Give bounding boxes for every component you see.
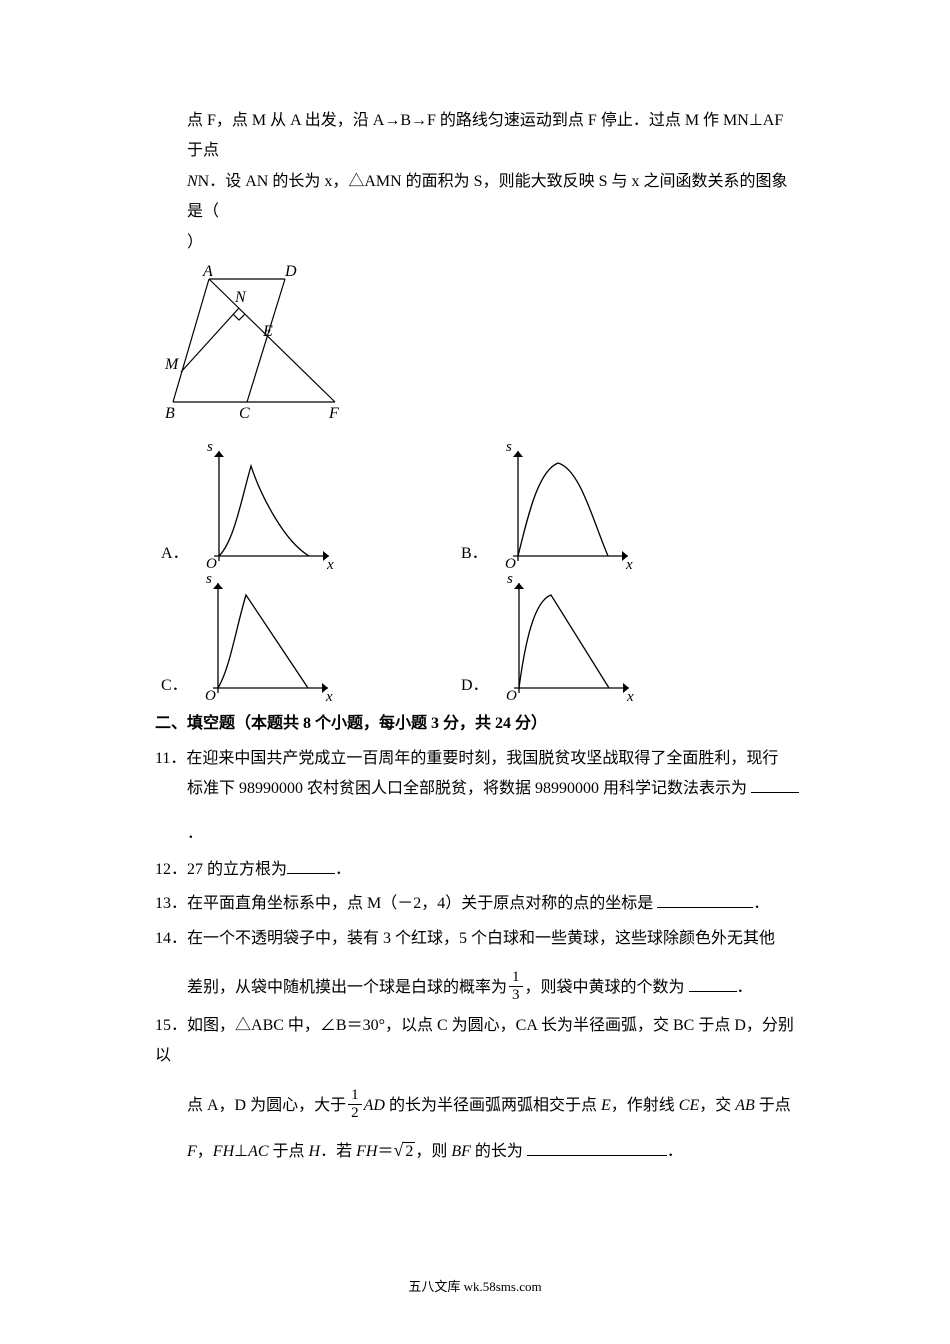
svg-text:C: C <box>239 405 250 422</box>
svg-text:A: A <box>202 264 213 280</box>
q14-frac-den: 3 <box>509 987 523 1003</box>
svg-text:s: s <box>507 573 513 587</box>
q14-line2-post: ． <box>737 979 753 996</box>
q13-number: 13． <box>155 895 187 912</box>
q15-line3-mid: ，则 BF 的长为 <box>415 1143 527 1160</box>
option-a-label: A． <box>155 539 189 571</box>
option-c-graph: s x O <box>188 573 338 703</box>
svg-text:N: N <box>234 289 247 306</box>
svg-text:O: O <box>505 556 516 571</box>
option-c-label: C． <box>155 671 188 703</box>
q12-blank <box>287 857 335 874</box>
q14-line2: 差别，从袋中随机摸出一个球是白球的概率为13，则袋中黄球的个数为 ． <box>155 972 800 1005</box>
q14-line1-text: 在一个不透明袋子中，装有 3 个红球，5 个白球和一些黄球，这些球除颜色外无其他 <box>187 930 775 947</box>
svg-text:s: s <box>506 441 512 455</box>
q14-line1: 14．在一个不透明袋子中，装有 3 个红球，5 个白球和一些黄球，这些球除颜色外… <box>155 924 800 954</box>
svg-text:O: O <box>205 688 216 703</box>
q11-line2-pre: 标准下 98990000 农村贫困人口全部脱贫，将数据 98990000 用科学… <box>187 780 751 797</box>
svg-text:O: O <box>206 556 217 571</box>
q11-line1: 在迎来中国共产党成立一百周年的重要时刻，我国脱贫攻坚战取得了全面胜利，现行 <box>186 750 778 767</box>
q14-number: 14． <box>155 930 187 947</box>
q15-line1: 15．如图，△ABC 中，∠B＝30°，以点 C 为圆心，CA 长为半径画弧，交… <box>155 1011 800 1072</box>
q10-options-row-1: A． s x O B． <box>155 441 800 571</box>
q15-line2-pre: 点 A，D 为圆心，大于 <box>187 1097 346 1114</box>
option-d-graph: s x O <box>489 573 639 703</box>
svg-text:x: x <box>326 557 334 571</box>
q12-post: ． <box>335 861 351 878</box>
q12: 12．27 的立方根为 ． <box>155 855 800 885</box>
q15-sqrt: √2 <box>393 1133 415 1167</box>
q15-frac-num: 1 <box>348 1088 362 1105</box>
q11-blank <box>751 776 799 793</box>
q13-pre: 在平面直角坐标系中，点 M（－2，4）关于原点对称的点的坐标是 <box>187 895 657 912</box>
q10-line2: NN．设 AN 的长为 x，△AMN 的面积为 S，则能大致反映 S 与 x 之… <box>155 167 800 228</box>
q11-line3: ． <box>155 819 800 849</box>
option-d-label: D． <box>455 671 489 703</box>
q11-line2: 标准下 98990000 农村贫困人口全部脱贫，将数据 98990000 用科学… <box>155 774 800 804</box>
svg-text:s: s <box>206 573 212 587</box>
svg-text:O: O <box>506 688 517 703</box>
footer: 五八文库 wk.58sms.com <box>0 1275 950 1300</box>
q13: 13．在平面直角坐标系中，点 M（－2，4）关于原点对称的点的坐标是 ． <box>155 889 800 919</box>
q15-fraction: 12 <box>348 1088 362 1121</box>
q15-frac-den: 2 <box>348 1105 362 1121</box>
q11-number: 11． <box>155 750 186 767</box>
q12-pre: 27 的立方根为 <box>187 861 287 878</box>
option-a-graph: s x O <box>189 441 339 571</box>
svg-text:D: D <box>284 264 297 280</box>
svg-text:M: M <box>164 356 180 373</box>
q13-post: ． <box>753 895 769 912</box>
q15-number: 15． <box>155 1017 187 1034</box>
svg-text:E: E <box>262 323 273 340</box>
svg-text:x: x <box>325 689 333 703</box>
q10-options-row-2: C． s x O D． <box>155 573 800 703</box>
q14-frac-num: 1 <box>509 970 523 987</box>
section2-heading: 二、填空题（本题共 8 个小题，每小题 3 分，共 24 分） <box>155 709 800 739</box>
q14-fraction: 13 <box>509 970 523 1003</box>
svg-text:x: x <box>625 557 633 571</box>
q14-blank <box>689 975 737 992</box>
svg-text:x: x <box>626 689 634 703</box>
q15-line3-post: ． <box>667 1143 683 1160</box>
q13-blank <box>657 891 753 908</box>
q15-line3: F，FH⊥AC 于点 H．若 FH＝√2，则 BF 的长为 ． <box>155 1133 800 1167</box>
q10-geometry-diagram: A D M N E B C F <box>155 264 800 435</box>
page: 点 F，点 M 从 A 出发，沿 A→B→F 的路线匀速运动到点 F 停止．过点… <box>0 0 950 1344</box>
q15-blank <box>527 1139 667 1156</box>
q15-line1-text: 如图，△ABC 中，∠B＝30°，以点 C 为圆心，CA 长为半径画弧，交 BC… <box>155 1017 794 1064</box>
q12-number: 12． <box>155 861 187 878</box>
q15-line2-post: 的长为半径画弧两弧相交于点 E，作射线 CE，交 AB 于点 <box>385 1097 791 1114</box>
q15-line2: 点 A，D 为圆心，大于12AD 的长为半径画弧两弧相交于点 E，作射线 CE，… <box>155 1090 800 1123</box>
q15-sqrt-radicand: 2 <box>403 1142 415 1161</box>
q14-line2-mid: ，则袋中黄球的个数为 <box>525 979 689 996</box>
q11: 11．在迎来中国共产党成立一百周年的重要时刻，我国脱贫攻坚战取得了全面胜利，现行 <box>155 744 800 774</box>
q15-ad: AD <box>364 1097 385 1114</box>
var-n: N <box>187 173 198 190</box>
option-b-graph: s x O <box>488 441 638 571</box>
geometry-svg: A D M N E B C F <box>155 264 345 424</box>
q15-line3-pre: F，FH⊥AC 于点 H．若 FH＝ <box>187 1143 393 1160</box>
q10-line3: ） <box>155 228 800 258</box>
q10-line1: 点 F，点 M 从 A 出发，沿 A→B→F 的路线匀速运动到点 F 停止．过点… <box>155 106 800 167</box>
svg-text:F: F <box>328 405 339 422</box>
q10-line2-text: N．设 AN 的长为 x，△AMN 的面积为 S，则能大致反映 S 与 x 之间… <box>187 173 787 220</box>
svg-text:s: s <box>207 441 213 455</box>
option-b-label: B． <box>455 539 488 571</box>
q14-line2-pre: 差别，从袋中随机摸出一个球是白球的概率为 <box>187 979 507 996</box>
svg-text:B: B <box>165 405 175 422</box>
